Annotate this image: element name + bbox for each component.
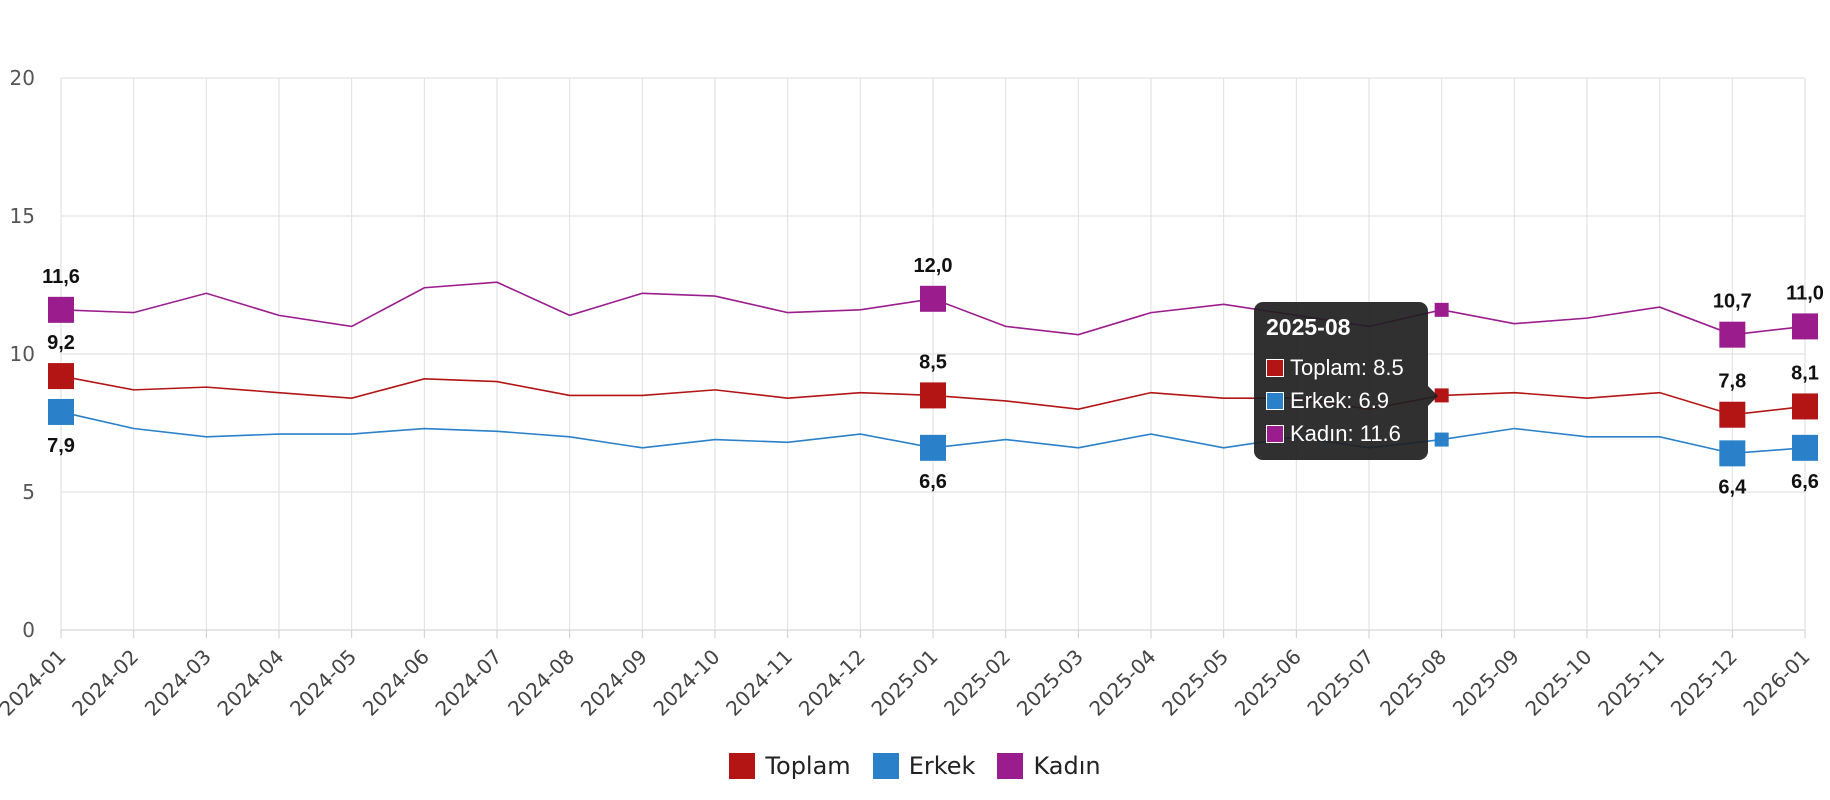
x-tick-label: 2024-07 — [430, 645, 506, 721]
highlight-marker — [1434, 432, 1449, 447]
data-point-marker — [48, 398, 74, 425]
x-tick-label: 2024-06 — [358, 645, 434, 721]
x-tick-label: 2024-12 — [794, 645, 870, 721]
x-tick-label: 2025-05 — [1157, 645, 1233, 721]
data-label: 8,1 — [1791, 362, 1819, 384]
x-tick-label: 2024-05 — [285, 645, 361, 721]
x-tick-label: 2024-02 — [67, 645, 143, 721]
legend-label-erkek: Erkek — [908, 752, 976, 780]
data-label: 12,0 — [914, 255, 953, 277]
x-tick-label: 2024-11 — [721, 645, 797, 721]
data-point-marker — [48, 363, 74, 390]
x-tick-label: 2025-02 — [939, 645, 1015, 721]
tooltip: 2025-08 Toplam: 8.5 Erkek: 6.9 Kadın: 11… — [1254, 302, 1438, 460]
x-tick-label: 2026-01 — [1738, 645, 1814, 721]
legend-label-kadin: Kadın — [1033, 752, 1101, 780]
tooltip-text-kadin: Kadın: 11.6 — [1290, 420, 1401, 446]
data-point-marker — [48, 296, 74, 323]
y-tick-label: 20 — [10, 66, 35, 90]
legend-item-kadin[interactable]: Kadın — [997, 752, 1101, 780]
data-label: 7,9 — [47, 435, 75, 457]
x-tick-label: 2024-09 — [576, 645, 652, 721]
data-point-marker — [1792, 434, 1818, 461]
x-tick-label: 2025-06 — [1230, 645, 1306, 721]
data-label: 7,8 — [1718, 371, 1746, 393]
data-label: 11,6 — [42, 266, 80, 288]
y-tick-label: 0 — [22, 618, 35, 642]
data-point-marker — [1792, 313, 1818, 340]
data-label: 11,0 — [1786, 282, 1824, 304]
data-point-marker — [1719, 321, 1746, 348]
tooltip-swatch-toplam — [1266, 358, 1284, 377]
tooltip-row-toplam: Toplam: 8.5 — [1266, 351, 1416, 384]
data-point-marker — [920, 434, 946, 461]
tooltip-row-kadin: Kadın: 11.6 — [1266, 417, 1416, 450]
tooltip-title: 2025-08 — [1266, 314, 1351, 340]
x-tick-label: 2025-10 — [1520, 645, 1596, 721]
y-tick-label: 5 — [22, 480, 35, 504]
legend: Toplam Erkek Kadın — [0, 752, 1830, 780]
tooltip-swatch-erkek — [1266, 391, 1284, 410]
x-tick-label: 2025-11 — [1593, 645, 1669, 721]
x-tick-label: 2024-04 — [212, 645, 288, 721]
x-tick-label: 2024-10 — [648, 645, 724, 721]
tooltip-swatch-kadin — [1266, 424, 1284, 443]
data-point-marker — [920, 382, 946, 409]
data-point-marker — [1719, 440, 1746, 467]
data-point-marker — [1792, 393, 1818, 420]
x-tick-label: 2024-01 — [0, 645, 71, 721]
y-tick-label: 10 — [10, 342, 35, 366]
x-tick-label: 2025-03 — [1012, 645, 1088, 721]
x-tick-label: 2025-09 — [1448, 645, 1524, 721]
x-tick-label: 2025-07 — [1302, 645, 1378, 721]
data-label: 8,5 — [919, 351, 947, 373]
highlight-marker — [1434, 388, 1449, 403]
data-label: 10,7 — [1713, 291, 1752, 313]
y-tick-label: 15 — [10, 204, 35, 228]
x-tick-label: 2025-12 — [1666, 645, 1742, 721]
tooltip-text-erkek: Erkek: 6.9 — [1290, 387, 1390, 413]
tooltip-arrow — [1428, 386, 1438, 406]
data-label: 9,2 — [47, 332, 75, 354]
x-tick-label: 2025-04 — [1084, 645, 1160, 721]
x-tick-label: 2025-01 — [866, 645, 942, 721]
legend-swatch-toplam — [729, 753, 756, 779]
legend-label-toplam: Toplam — [765, 752, 851, 780]
tooltip-text-toplam: Toplam: 8.5 — [1290, 354, 1404, 380]
legend-swatch-erkek — [872, 753, 899, 779]
data-label: 6,4 — [1718, 476, 1747, 498]
legend-swatch-kadin — [997, 753, 1024, 779]
data-label: 6,6 — [919, 471, 947, 493]
x-tick-label: 2025-08 — [1375, 645, 1451, 721]
x-tick-label: 2024-08 — [503, 645, 579, 721]
tooltip-row-erkek: Erkek: 6.9 — [1266, 384, 1416, 417]
data-point-marker — [1719, 401, 1746, 428]
legend-item-toplam[interactable]: Toplam — [729, 752, 851, 780]
legend-item-erkek[interactable]: Erkek — [872, 752, 976, 780]
data-label: 6,6 — [1791, 471, 1819, 493]
highlight-marker — [1434, 302, 1449, 317]
x-tick-label: 2024-03 — [140, 645, 216, 721]
data-point-marker — [920, 285, 946, 312]
